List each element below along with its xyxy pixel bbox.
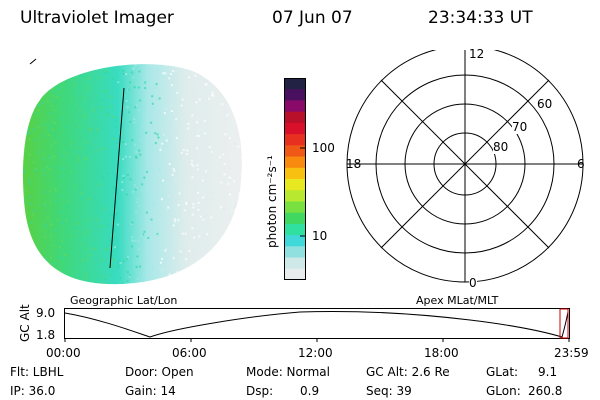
colorbar-cell — [284, 78, 306, 90]
colorbar-cell — [284, 257, 306, 270]
glon-label: GLon: — [486, 384, 521, 398]
timeline-x-tick-0600: 06:00 — [172, 346, 207, 360]
glat-value: 9.1 — [538, 365, 558, 379]
left-panel-title: Geographic Lat/Lon — [70, 294, 178, 307]
dsp-label: Dsp: — [246, 384, 274, 398]
colorbar-cell — [284, 167, 306, 180]
time-label: 23:34:33 UT — [428, 8, 533, 28]
glat-label: GLat: — [486, 365, 519, 379]
filter-info: Flt: LBHL — [10, 365, 64, 379]
mlt-label-12: 12 — [469, 47, 485, 61]
timeline-x-tick-1800: 18:00 — [424, 346, 459, 360]
timeline-x-tick-0000: 00:00 — [46, 346, 81, 360]
colorbar-cell — [284, 246, 306, 259]
timeline-y-tick-min: 1.8 — [36, 328, 56, 342]
colorbar-cell — [284, 156, 306, 169]
timeline-x-tick-1200: 12:00 — [298, 346, 333, 360]
gc-alt-info: GC Alt: 2.6 Re — [366, 365, 450, 379]
dsp-value: 0.9 — [300, 384, 320, 398]
mlt-label-18: 18 — [346, 157, 362, 171]
colorbar-cell — [284, 100, 306, 113]
colorbar-cell — [284, 268, 306, 280]
colorbar-tick-10: 10 — [312, 229, 328, 243]
colorbar-cell — [284, 111, 306, 124]
colorbar-tick-100: 100 — [312, 141, 335, 155]
colorbar-cell — [284, 89, 306, 102]
colorbar — [284, 78, 306, 280]
gain-info: Gain: 14 — [125, 384, 176, 398]
uv-aurora-image — [22, 64, 242, 285]
seq-info: Seq: 39 — [366, 384, 412, 398]
lat-label-80: 80 — [493, 140, 509, 154]
lat-label-60: 60 — [537, 97, 553, 111]
instrument-title: Ultraviolet Imager — [20, 8, 174, 28]
colorbar-cell — [284, 190, 306, 203]
altitude-timeline — [64, 308, 570, 342]
marker-tick — [29, 58, 37, 65]
polar-plot-title: Apex MLat/MLT — [416, 294, 499, 307]
date-label: 07 Jun 07 — [272, 8, 353, 28]
colorbar-cell — [284, 145, 306, 158]
glon-value: 260.8 — [528, 384, 563, 398]
colorbar-cell — [284, 201, 306, 214]
colorbar-cell — [284, 134, 306, 146]
colorbar-cell — [284, 122, 306, 135]
timeline-x-tick-2359: 23:59 — [554, 346, 589, 360]
polar-diagonal-2 — [380, 79, 550, 249]
polar-plot — [346, 50, 584, 283]
track-line — [109, 87, 125, 269]
mode-info: Mode: Normal — [246, 365, 330, 379]
colorbar-cell — [284, 179, 306, 191]
mlt-label-0: 0 — [469, 276, 477, 290]
mlt-label-6: 6 — [577, 157, 585, 171]
door-info: Door: Open — [125, 365, 194, 379]
ip-info: IP: 36.0 — [10, 384, 56, 398]
lat-label-70: 70 — [512, 120, 528, 134]
colorbar-unit-label: photon cm⁻²s⁻¹ — [265, 155, 279, 248]
timeline-y-label: GC Alt — [18, 304, 32, 342]
timeline-y-tick-max: 9.0 — [36, 306, 56, 320]
altitude-curve — [64, 310, 569, 338]
colorbar-cell — [284, 235, 306, 247]
colorbar-cell — [284, 212, 306, 225]
colorbar-cell — [284, 223, 306, 236]
